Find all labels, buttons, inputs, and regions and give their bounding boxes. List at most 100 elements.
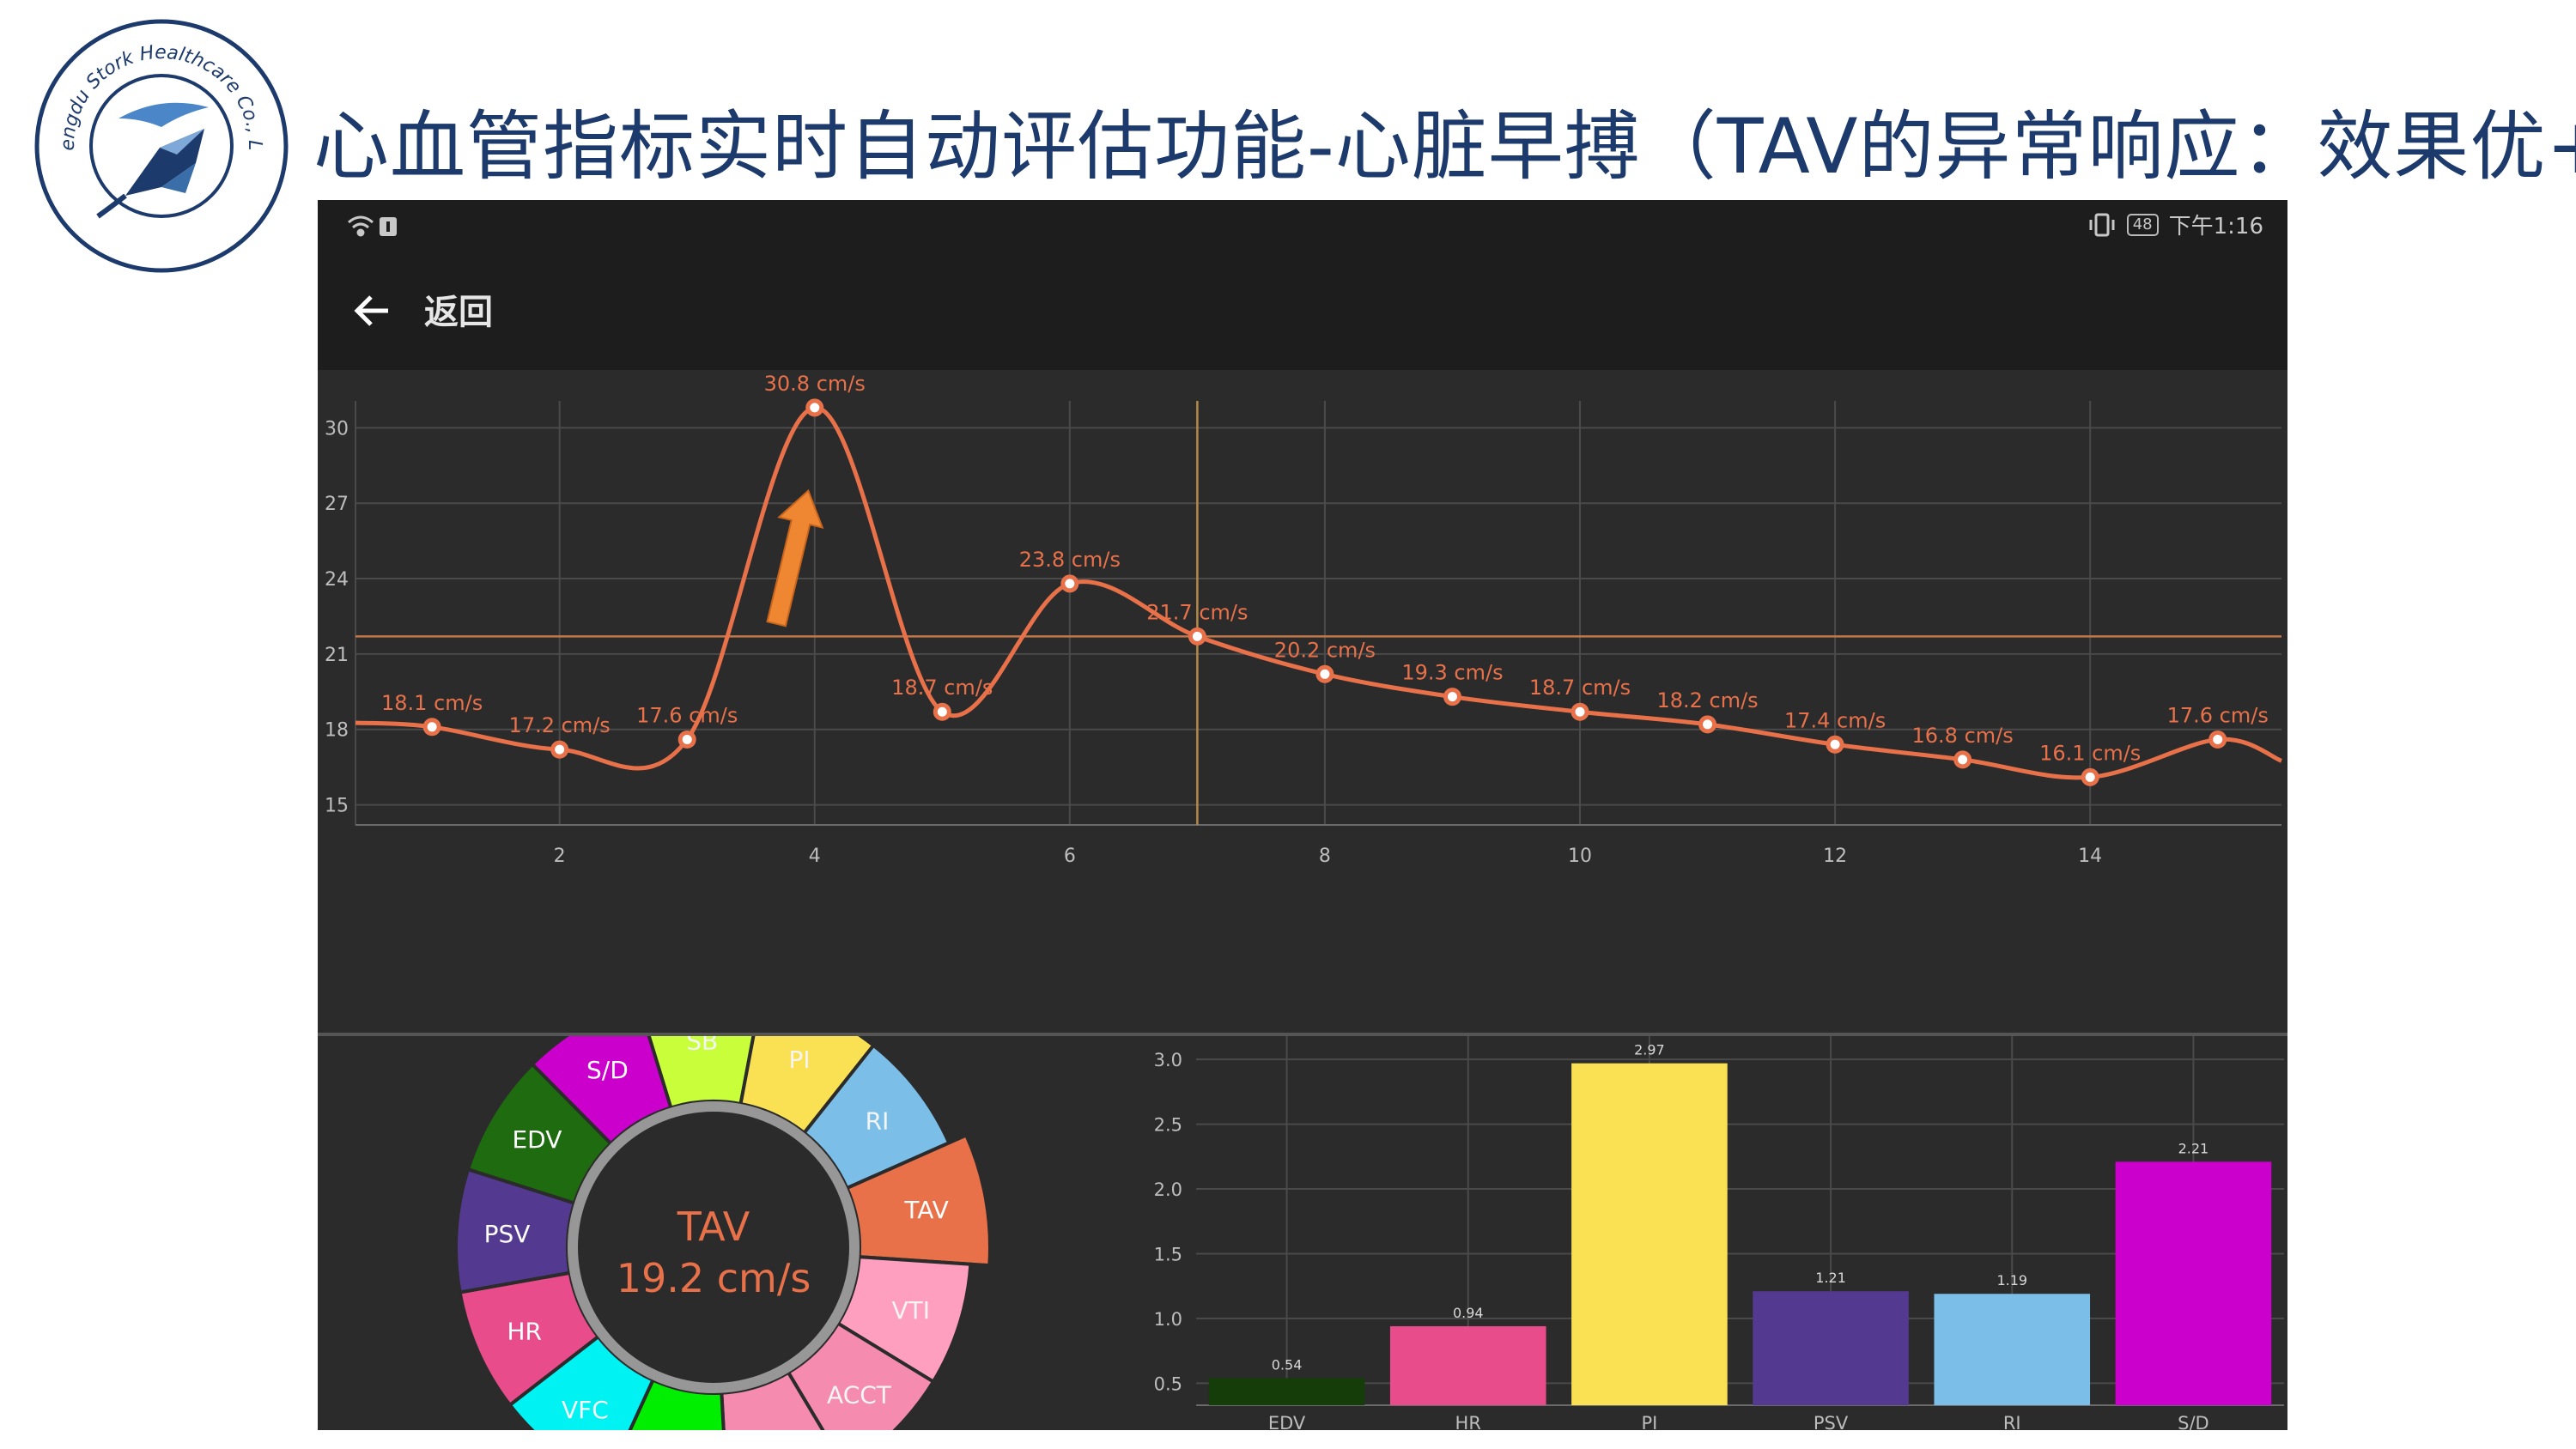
ring-label-acct: ACCT — [827, 1380, 892, 1409]
status-bar: 48 下午1:16 — [318, 200, 2287, 252]
line-value-label-7: 21.7 cm/s — [1146, 600, 1248, 624]
battery-icon: 48 — [2126, 213, 2159, 236]
line-point-2 — [550, 740, 569, 759]
ring-label-pi: PI — [789, 1046, 811, 1074]
ring-label-vfc: VFC — [562, 1396, 609, 1424]
bar-y-tick-label-4: 2.5 — [1154, 1115, 1182, 1136]
bar-pi — [1571, 1063, 1728, 1405]
bar-s-d — [2115, 1161, 2272, 1405]
line-value-label-4: 30.8 cm/s — [764, 372, 866, 396]
bar-hr — [1389, 1325, 1546, 1405]
ring-label-tav: TAV — [903, 1196, 948, 1224]
app-bar: 返回 — [318, 252, 2287, 370]
ring-label-s-d: S/D — [586, 1056, 629, 1084]
bar-value-label-edv: 0.54 — [1272, 1356, 1303, 1373]
x-tick-label-4: 10 — [1568, 846, 1592, 867]
tav-trend-panel: 2 4 6 8 10 12 14 15 18 21 24 27 30 18.1 cm/s 17.2 cm/… — [318, 370, 2287, 1033]
info-icon — [380, 217, 397, 236]
bar-y-tick-label-2: 1.5 — [1154, 1244, 1182, 1264]
ring-label-hr: HR — [507, 1318, 542, 1346]
line-point-8 — [1315, 664, 1334, 683]
y-tick-label-5: 30 — [325, 418, 349, 440]
x-tick-label-0: 2 — [554, 846, 566, 867]
bar-ri — [1934, 1294, 2091, 1405]
line-value-label-5: 18.7 cm/s — [891, 676, 993, 700]
y-tick-label-3: 24 — [325, 569, 349, 591]
ring-label-vti: VTI — [891, 1296, 930, 1325]
line-point-9 — [1443, 688, 1461, 706]
indicator-ring-chart: SBPIRITAVVTIACCTACCLVFMVFCHRPSVEDVS/D TA… — [454, 1036, 992, 1430]
wifi-icon — [348, 215, 374, 237]
bar-category-label-psv: PSV — [1814, 1413, 1849, 1430]
back-button[interactable]: 返回 — [424, 293, 493, 332]
bar-value-label-s-d: 2.21 — [2178, 1140, 2209, 1156]
bar-category-label-s-d: S/D — [2178, 1413, 2209, 1430]
bar-y-tick-label-0: 0.5 — [1154, 1373, 1182, 1394]
line-value-label-8: 20.2 cm/s — [1274, 638, 1376, 662]
line-point-13 — [1953, 750, 1972, 769]
line-point-11 — [1698, 715, 1717, 734]
line-value-label-2: 17.2 cm/s — [509, 713, 611, 737]
bar-y-tick-label-5: 3.0 — [1154, 1050, 1182, 1070]
line-value-label-9: 19.3 cm/s — [1401, 661, 1503, 685]
y-tick-label-1: 18 — [325, 720, 349, 742]
bar-value-label-hr: 0.94 — [1453, 1305, 1484, 1321]
x-tick-label-5: 12 — [1823, 846, 1847, 867]
bar-y-tick-label-3: 2.0 — [1154, 1179, 1182, 1200]
x-tick-label-6: 14 — [2078, 846, 2102, 867]
ring-label-edv: EDV — [512, 1125, 562, 1154]
bar-chart-axis-labels: 0.5 1.0 1.5 2.0 2.5 3.0 — [1154, 1050, 1182, 1394]
x-tick-label-1: 4 — [809, 846, 821, 867]
status-left-icons — [345, 212, 400, 245]
line-point-14 — [2081, 767, 2099, 786]
x-tick-label-2: 6 — [1064, 846, 1076, 867]
bar-value-label-pi: 2.97 — [1634, 1042, 1665, 1058]
bar-value-label-ri: 1.19 — [1996, 1272, 2027, 1288]
line-value-label-15: 17.6 cm/s — [2167, 703, 2269, 727]
slide-title: 心血管指标实时自动评估功能-心脏早搏（TAV的异常响应：效果优+） — [313, 102, 2576, 191]
line-value-label-3: 17.6 cm/s — [636, 703, 738, 727]
line-point-1 — [422, 718, 441, 737]
ring-center-value: 19.2 cm/s — [617, 1255, 811, 1301]
indicator-bar-chart: 0.5 1.0 1.5 2.0 2.5 3.0 0.54 0.94 2.97 1.21 1.19 2… — [1154, 1036, 2284, 1430]
bar-chart-category-labels: EDV HR PI PSV RI S/D — [1268, 1413, 2209, 1430]
bar-value-label-psv: 1.21 — [1815, 1270, 1846, 1286]
line-value-label-1: 18.1 cm/s — [381, 691, 483, 715]
line-point-6 — [1060, 574, 1079, 593]
bar-psv — [1753, 1291, 1909, 1405]
bar-chart-value-labels: 0.54 0.94 2.97 1.21 1.19 2.21 — [1272, 1042, 2208, 1373]
line-chart-value-labels: 18.1 cm/s 17.2 cm/s 17.6 cm/s 30.8 cm/s 18.7… — [381, 372, 2269, 765]
y-tick-label-4: 27 — [325, 494, 349, 515]
bar-y-tick-label-1: 1.0 — [1154, 1309, 1182, 1330]
ring-label-sb: SB — [686, 1036, 718, 1055]
line-value-label-12: 17.4 cm/s — [1784, 708, 1886, 732]
line-point-10 — [1571, 702, 1589, 721]
y-tick-label-0: 15 — [325, 796, 349, 817]
line-value-label-14: 16.1 cm/s — [2039, 741, 2141, 765]
indicator-panel: SBPIRITAVVTIACCTACCLVFMVFCHRPSVEDVS/D TA… — [318, 1036, 2287, 1430]
app-screenshot: 48 下午1:16 返回 2 4 6 8 10 12 14 15 18 21 24 27 30 18.1… — [318, 200, 2287, 1430]
peak-arrow-icon — [766, 488, 824, 627]
line-point-3 — [677, 730, 696, 749]
line-chart-grid — [355, 401, 2281, 826]
back-arrow-icon[interactable] — [350, 289, 393, 332]
line-point-5 — [933, 702, 951, 721]
bar-category-label-hr: HR — [1455, 1413, 1481, 1430]
line-point-15 — [2208, 730, 2227, 749]
ring-label-ri: RI — [866, 1106, 890, 1135]
status-right-icons: 48 下午1:16 — [2087, 209, 2263, 240]
bar-category-label-ri: RI — [2003, 1413, 2021, 1430]
company-logo: Chengdu Stork Healthcare Co., Ltd. — [33, 17, 289, 273]
panel-divider — [318, 1033, 2287, 1036]
bar-chart-bars — [1208, 1063, 2272, 1405]
line-value-label-10: 18.7 cm/s — [1529, 676, 1631, 700]
line-value-label-6: 23.8 cm/s — [1019, 548, 1121, 572]
ring-inner-border — [568, 1101, 860, 1393]
line-value-label-13: 16.8 cm/s — [1912, 724, 2014, 748]
y-tick-label-2: 21 — [325, 645, 349, 666]
clock-text: 下午1:16 — [2168, 214, 2263, 239]
vibrate-icon — [2089, 213, 2115, 236]
line-point-7 — [1188, 627, 1206, 646]
line-point-4 — [805, 398, 824, 417]
